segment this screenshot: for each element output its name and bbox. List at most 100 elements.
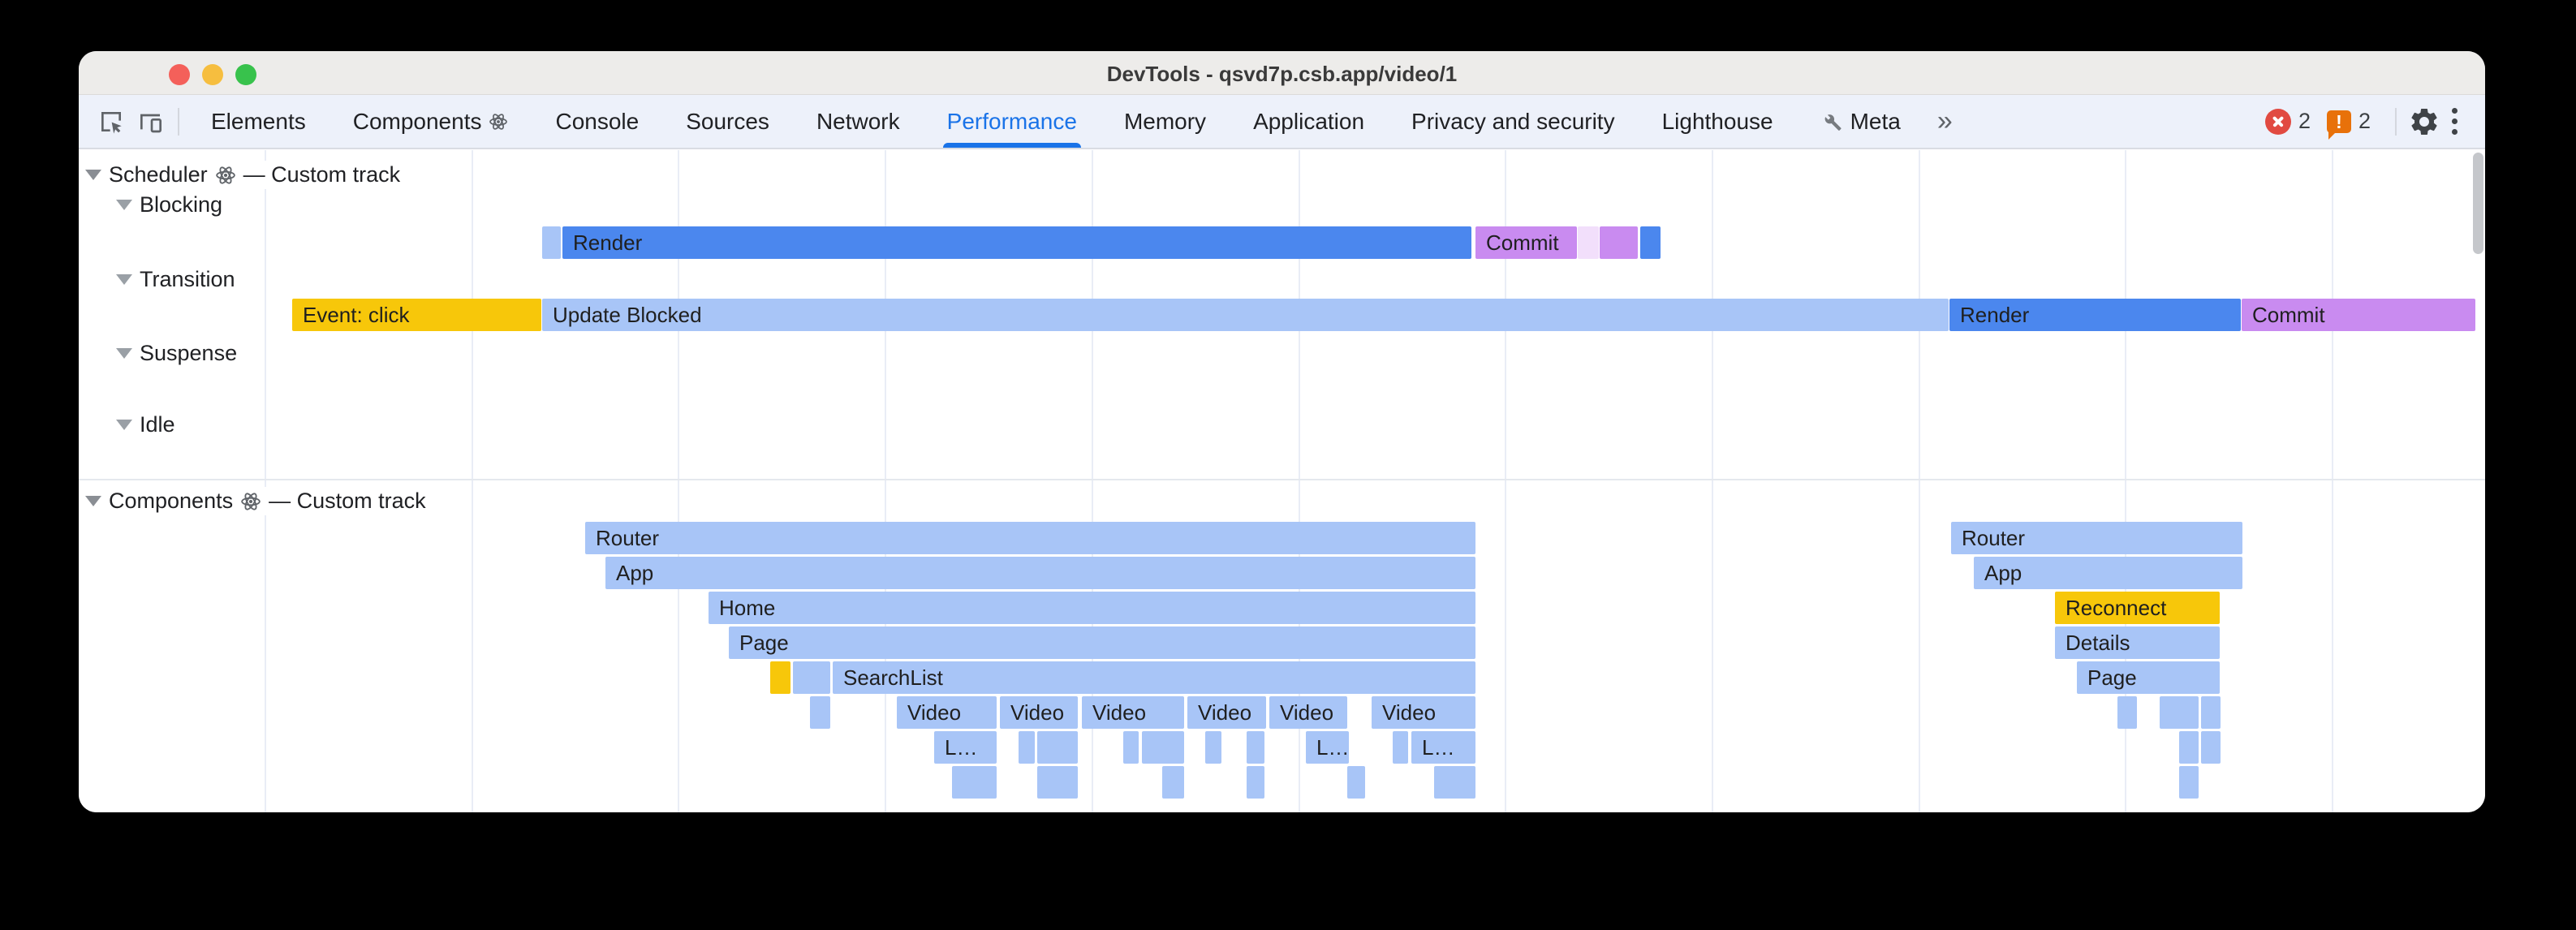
collapse-triangle-icon[interactable] (116, 420, 132, 430)
console-error-icon[interactable] (2264, 108, 2291, 135)
flame-bar[interactable] (1142, 731, 1184, 764)
flame-bar[interactable] (1205, 731, 1221, 764)
panel-tabs: Elements Components Console Sources Network P… (187, 95, 1924, 148)
flame-bar[interactable] (793, 661, 830, 694)
track-label-idle[interactable]: Idle (116, 411, 185, 439)
minimize-button[interactable] (202, 64, 223, 85)
flame-bar[interactable] (2201, 731, 2221, 764)
flame-bar-searchlist[interactable]: SearchList (833, 661, 1475, 694)
tab-elements[interactable]: Elements (211, 108, 306, 134)
tab-meta[interactable]: Meta (1797, 95, 1924, 148)
gridline (1298, 150, 1300, 812)
performance-flamechart-canvas[interactable]: Render Commit Event: click Update Blocked Re… (79, 150, 2485, 812)
flame-bar[interactable] (810, 696, 830, 729)
flame-bar-page[interactable]: Page (729, 626, 1475, 659)
flame-bar-app[interactable]: App (1974, 557, 2242, 589)
tab-components[interactable]: Components (330, 95, 532, 148)
toolbar-divider (2395, 107, 2397, 136)
flame-bar[interactable] (2160, 696, 2199, 729)
tools-icon (1820, 110, 1843, 133)
flame-bar[interactable] (1123, 731, 1139, 764)
flame-bar-details[interactable]: Details (2055, 626, 2220, 659)
flame-bar-video[interactable]: Video (1082, 696, 1184, 729)
flame-bar-router[interactable]: Router (1951, 522, 2242, 554)
tab-lighthouse[interactable]: Lighthouse (1661, 108, 1773, 134)
flame-bar-video[interactable]: Video (1187, 696, 1266, 729)
flame-bar[interactable] (1393, 731, 1408, 764)
flame-bar-reconnect[interactable]: Reconnect (2055, 592, 2220, 624)
flame-bar[interactable] (1037, 731, 1078, 764)
collapse-triangle-icon[interactable] (85, 496, 101, 506)
console-warning-icon[interactable] (2326, 110, 2351, 140)
device-toolbar-icon[interactable] (131, 101, 170, 143)
zoom-button[interactable] (235, 64, 256, 85)
flame-bar-video[interactable]: Video (897, 696, 997, 729)
settings-gear-icon[interactable] (2405, 101, 2444, 143)
flame-bar[interactable] (2179, 766, 2199, 799)
flame-bar[interactable] (1578, 226, 1599, 259)
flame-bar[interactable] (2201, 696, 2221, 729)
flame-bar-video[interactable]: Video (1269, 696, 1347, 729)
flame-bar[interactable] (1247, 731, 1264, 764)
inspect-element-icon[interactable] (92, 101, 131, 143)
gridline (2332, 150, 2333, 812)
flame-bar-video[interactable]: Video (1372, 696, 1475, 729)
flame-bar[interactable] (1019, 731, 1035, 764)
tab-performance[interactable]: Performance (924, 95, 1101, 148)
gridline (471, 150, 473, 812)
toolbar-divider (178, 107, 179, 136)
flame-bar[interactable] (2117, 696, 2137, 729)
flame-bar-l-[interactable]: L… (934, 731, 997, 764)
collapse-triangle-icon[interactable] (116, 274, 132, 285)
more-options-kebab-icon[interactable] (2444, 103, 2466, 140)
devtools-toolbar: Elements Components Console Sources Network P… (79, 95, 2485, 149)
tab-application[interactable]: Application (1253, 108, 1365, 134)
flame-bar-commit[interactable]: Commit (1475, 226, 1577, 259)
gridline (265, 150, 266, 812)
flame-bar[interactable] (952, 766, 997, 799)
flame-bar[interactable] (1162, 766, 1184, 799)
warning-count[interactable]: 2 (2358, 109, 2371, 133)
track-label-suspense[interactable]: Suspense (116, 339, 248, 368)
collapse-triangle-icon[interactable] (116, 200, 132, 210)
flame-bar-l-[interactable]: L… (1411, 731, 1475, 764)
flame-bar[interactable] (1600, 226, 1638, 259)
tab-memory[interactable]: Memory (1123, 108, 1207, 134)
flame-bar-render[interactable]: Render (1949, 299, 2241, 331)
flame-bar-update-blocked[interactable]: Update Blocked (542, 299, 1949, 331)
vertical-scrollbar-thumb[interactable] (2473, 153, 2483, 254)
error-count[interactable]: 2 (2298, 109, 2311, 133)
flame-bar[interactable] (1247, 766, 1264, 799)
flame-bar-l-[interactable]: L… (1306, 731, 1349, 764)
tab-sources[interactable]: Sources (686, 108, 769, 134)
collapse-triangle-icon[interactable] (85, 170, 101, 180)
flame-bar-video[interactable]: Video (1000, 696, 1078, 729)
flame-bar[interactable] (542, 226, 561, 259)
collapse-triangle-icon[interactable] (116, 348, 132, 359)
flame-bar[interactable] (770, 661, 790, 694)
track-label-transition[interactable]: Transition (116, 265, 245, 294)
tab-privacy-and-security[interactable]: Privacy and security (1411, 108, 1615, 134)
close-button[interactable] (169, 64, 190, 85)
flame-bar-page[interactable]: Page (2077, 661, 2220, 694)
flame-bar-event-click[interactable]: Event: click (292, 299, 541, 331)
flame-bar[interactable] (1434, 766, 1475, 799)
track-label-scheduler[interactable]: Scheduler — Custom track (85, 161, 411, 189)
flame-bar[interactable] (1347, 766, 1365, 799)
window-title: DevTools - qsvd7p.csb.app/video/1 (1106, 62, 1458, 86)
devtools-window: DevTools - qsvd7p.csb.app/video/1 Elemen… (79, 51, 2485, 812)
flame-bar[interactable] (1037, 766, 1078, 799)
tab-console[interactable]: Console (555, 108, 640, 134)
flame-bar-app[interactable]: App (605, 557, 1475, 589)
more-tabs-icon[interactable]: » (1936, 105, 1953, 136)
react-atom-icon (240, 491, 261, 512)
flame-bar[interactable] (1640, 226, 1661, 259)
track-label-blocking[interactable]: Blocking (116, 191, 233, 219)
tab-network[interactable]: Network (816, 108, 900, 134)
track-label-components[interactable]: Components — Custom track (85, 487, 436, 515)
flame-bar[interactable] (2179, 731, 2199, 764)
flame-bar-render[interactable]: Render (562, 226, 1471, 259)
flame-bar-home[interactable]: Home (709, 592, 1475, 624)
flame-bar-router[interactable]: Router (585, 522, 1475, 554)
flame-bar-commit[interactable]: Commit (2242, 299, 2475, 331)
